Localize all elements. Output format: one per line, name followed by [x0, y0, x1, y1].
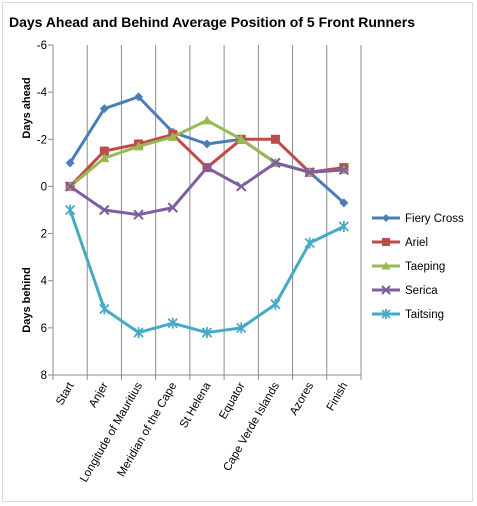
y-tick-label: 4: [41, 276, 48, 288]
data-point: [270, 298, 281, 310]
legend-label: Ariel: [405, 237, 428, 249]
legend-item-taeping: Taeping: [372, 261, 445, 273]
data-point: [99, 146, 109, 156]
chart-title: Days Ahead and Behind Average Position o…: [9, 14, 415, 30]
data-point-stroke: [167, 202, 178, 213]
series-serica: [64, 157, 350, 220]
legend-label: Fiery Cross: [405, 213, 464, 225]
y-tick-label: 0: [41, 181, 47, 193]
data-point: [202, 139, 212, 149]
axes: [52, 45, 361, 376]
data-point-stroke: [133, 209, 144, 220]
data-point: [64, 181, 76, 192]
data-point: [381, 285, 391, 295]
legend-item-ariel: Ariel: [372, 237, 428, 249]
x-tick-label: St Helena: [178, 380, 214, 430]
data-point: [236, 134, 247, 144]
data-point: [133, 141, 144, 151]
data-point: [134, 92, 144, 102]
data-point: [201, 327, 213, 339]
data-point: [382, 214, 390, 222]
data-point-stroke: [338, 164, 350, 176]
data-point-stroke: [270, 157, 281, 169]
data-point: [99, 104, 109, 114]
data-point-stroke: [236, 181, 247, 192]
legend-item-taitsing: Taitsing: [372, 309, 444, 321]
data-point-stroke: [304, 167, 315, 178]
data-point: [338, 221, 350, 232]
series-line: [68, 208, 346, 335]
legend-label: Taeping: [405, 261, 445, 273]
data-point: [133, 327, 144, 339]
x-tick-label: Longitude of Mauritius: [78, 380, 145, 484]
data-point: [270, 134, 280, 144]
data-point: [381, 309, 391, 319]
data-point-stroke: [201, 162, 213, 173]
data-point: [167, 131, 178, 141]
data-point-stroke: [99, 204, 110, 216]
data-point: [64, 204, 76, 216]
data-point: [201, 162, 213, 173]
data-point-stroke: [381, 285, 391, 295]
y-tick-label: 6: [41, 323, 47, 335]
series-taitsing: [64, 204, 350, 339]
legend-item-serica: Serica: [372, 285, 438, 297]
y-axis-ticks: -6 -4 -2 0 2 4 6 8: [37, 40, 53, 382]
y-tick-label: -6: [37, 40, 47, 52]
data-point: [338, 164, 350, 176]
legend-label: Serica: [405, 285, 438, 297]
legend: Fiery Cross Ariel Taeping Serica Taitsing: [372, 213, 464, 321]
data-point: [304, 167, 315, 178]
data-point: [382, 238, 390, 246]
x-tick-label: Azores: [288, 380, 316, 417]
data-point: [99, 204, 110, 216]
x-tick-label: Anjer: [87, 380, 111, 409]
data-point: [202, 115, 212, 125]
data-point: [65, 158, 75, 168]
data-point: [381, 261, 391, 270]
x-tick-label: Finish: [325, 381, 351, 414]
legend-label: Taitsing: [405, 309, 444, 321]
y-tick-label: 2: [41, 229, 47, 241]
legend-item-fiery-cross: Fiery Cross: [372, 213, 464, 225]
series-line: [68, 118, 346, 188]
x-tick-label: Start: [54, 380, 77, 408]
data-point: [99, 303, 110, 315]
y-tick-label: 8: [41, 370, 47, 382]
chart-frame: [2, 2, 473, 502]
gridlines: [86, 45, 362, 375]
y-axis-label-behind: Days behind: [21, 267, 33, 332]
data-point: [304, 237, 315, 249]
data-point: [167, 317, 178, 329]
data-point: [270, 157, 281, 169]
data-point: [236, 322, 247, 334]
series-group: [64, 92, 350, 339]
data-point: [167, 202, 178, 213]
data-point: [236, 181, 247, 192]
y-axis-label-ahead: Days ahead: [21, 77, 33, 138]
x-tick-label: Equator: [217, 380, 248, 421]
y-tick-label: -4: [37, 87, 48, 99]
data-point: [133, 209, 144, 220]
data-point: [99, 153, 110, 163]
data-point-stroke: [64, 181, 76, 192]
y-tick-label: -2: [37, 134, 47, 146]
data-point: [339, 198, 349, 208]
